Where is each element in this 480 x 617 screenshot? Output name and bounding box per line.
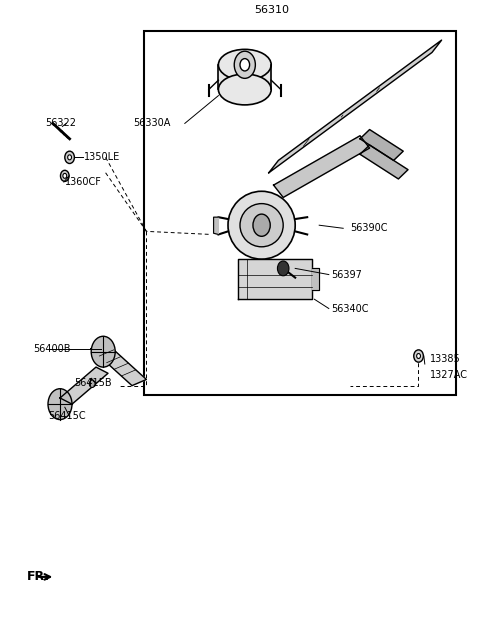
Circle shape <box>48 389 72 420</box>
Text: 1327AC: 1327AC <box>430 370 468 379</box>
Ellipse shape <box>240 204 283 247</box>
Text: 56340C: 56340C <box>331 304 369 313</box>
Circle shape <box>65 151 74 164</box>
Bar <box>144 31 456 395</box>
Ellipse shape <box>218 49 271 80</box>
Text: 56400B: 56400B <box>34 344 71 354</box>
Polygon shape <box>360 130 403 160</box>
Circle shape <box>417 354 420 358</box>
Text: 56310: 56310 <box>254 6 288 15</box>
Text: 1350LE: 1350LE <box>84 152 120 162</box>
Text: 56390C: 56390C <box>350 223 388 233</box>
Text: 56415B: 56415B <box>74 378 112 387</box>
Ellipse shape <box>218 74 271 105</box>
Text: 56415C: 56415C <box>48 412 85 421</box>
Ellipse shape <box>228 191 295 259</box>
Circle shape <box>234 51 255 78</box>
Circle shape <box>414 350 423 362</box>
Text: 56397: 56397 <box>331 270 362 280</box>
Circle shape <box>89 380 95 387</box>
Polygon shape <box>238 259 312 299</box>
Polygon shape <box>214 217 218 234</box>
Bar <box>218 65 271 89</box>
Circle shape <box>63 173 67 178</box>
Polygon shape <box>91 342 146 386</box>
Text: 56330A: 56330A <box>133 118 170 128</box>
Text: 1360CF: 1360CF <box>65 177 102 187</box>
Text: 13385: 13385 <box>430 354 460 364</box>
Text: FR.: FR. <box>26 570 49 584</box>
Polygon shape <box>312 268 319 290</box>
Polygon shape <box>360 145 408 179</box>
Polygon shape <box>60 367 108 404</box>
Circle shape <box>60 170 69 181</box>
Circle shape <box>277 261 289 276</box>
Circle shape <box>253 214 270 236</box>
Polygon shape <box>269 40 442 173</box>
Circle shape <box>240 59 250 71</box>
Polygon shape <box>274 136 370 197</box>
Circle shape <box>91 336 115 367</box>
Text: 56322: 56322 <box>46 118 77 128</box>
Circle shape <box>68 155 72 160</box>
